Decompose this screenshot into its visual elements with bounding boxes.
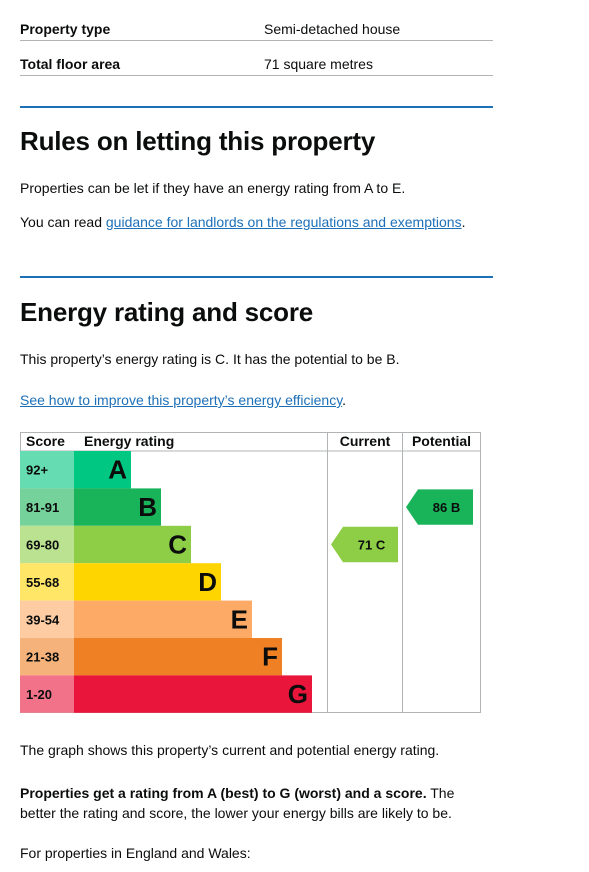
band-bar-d bbox=[74, 563, 221, 601]
band-score-cell bbox=[20, 451, 74, 489]
band-bar-c bbox=[74, 525, 191, 564]
band-bar-e bbox=[74, 600, 252, 638]
improve-paragraph: See how to improve this property’s energ… bbox=[20, 390, 493, 410]
paragraph-text: . bbox=[342, 392, 347, 408]
graph-caption: The graph shows this property’s current … bbox=[20, 742, 440, 758]
band-score-range: 1-20 bbox=[26, 687, 52, 702]
energy-rating-paragraph: This property’s energy rating is C. It h… bbox=[20, 351, 400, 367]
band-score-range: 69-80 bbox=[26, 538, 59, 553]
band-bar-a bbox=[74, 451, 131, 489]
letting-heading: Rules on letting this property bbox=[20, 126, 376, 156]
band-letter: B bbox=[138, 492, 157, 522]
rating-explanation-rest: The better the rating and score, the low… bbox=[20, 785, 455, 821]
band-score-range: 39-54 bbox=[26, 612, 60, 627]
improve-efficiency-link[interactable]: See how to improve this property’s energ… bbox=[20, 392, 343, 408]
band-letter: G bbox=[288, 679, 308, 709]
summary-key: Total floor area bbox=[20, 56, 121, 72]
section-divider bbox=[20, 106, 493, 108]
summary-row-floor-area: Total floor area 71 square metres bbox=[20, 41, 493, 76]
band-letter: A bbox=[108, 455, 127, 485]
rating-explanation-bold: Properties get a rating from A (best) to… bbox=[20, 785, 427, 801]
summary-value: Semi-detached house bbox=[264, 21, 401, 37]
potential-rating-label: 86 B bbox=[433, 500, 460, 515]
band-score-range: 81-91 bbox=[26, 500, 59, 515]
section-divider bbox=[20, 276, 493, 278]
rating-explanation: Properties get a rating from A (best) to… bbox=[20, 783, 493, 823]
band-letter: D bbox=[198, 567, 217, 597]
band-letter: F bbox=[262, 642, 278, 672]
band-score-cell bbox=[20, 563, 74, 601]
band-bar-f bbox=[74, 638, 282, 676]
header-score: Score bbox=[26, 433, 65, 449]
potential-arrow bbox=[406, 489, 473, 525]
band-letter: E bbox=[231, 604, 248, 634]
summary-row-property-type: Property type Semi-detached house bbox=[20, 6, 493, 41]
energy-heading: Energy rating and score bbox=[20, 297, 314, 327]
header-energy-rating: Energy rating bbox=[84, 433, 174, 449]
band-score-range: 92+ bbox=[26, 463, 48, 478]
current-rating-label: 71 C bbox=[358, 538, 386, 553]
band-score-cell bbox=[20, 600, 74, 638]
band-score-cell bbox=[20, 525, 74, 564]
band-score-cell bbox=[20, 488, 74, 526]
summary-value: 71 square metres bbox=[264, 56, 373, 72]
paragraph-text: You can read bbox=[20, 214, 106, 230]
band-bar-b bbox=[74, 488, 161, 526]
band-letter: C bbox=[168, 530, 187, 560]
header-current: Current bbox=[340, 433, 391, 449]
band-score-cell bbox=[20, 675, 74, 713]
energy-rating-chart: Score Energy rating Current Potential 92+ A 81… bbox=[20, 432, 481, 713]
current-arrow bbox=[331, 526, 398, 563]
england-wales-text: For properties in England and Wales: bbox=[20, 845, 251, 861]
band-score-range: 21-38 bbox=[26, 650, 59, 665]
landlord-guidance-link[interactable]: guidance for landlords on the regulation… bbox=[105, 214, 462, 230]
paragraph-text: . bbox=[461, 214, 466, 230]
letting-paragraph: Properties can be let if they have an en… bbox=[20, 180, 406, 196]
band-score-range: 55-68 bbox=[26, 575, 59, 590]
summary-key: Property type bbox=[20, 21, 111, 37]
band-score-cell bbox=[20, 638, 74, 676]
header-potential: Potential bbox=[412, 433, 471, 449]
letting-guidance-paragraph: You can read guidance for landlords on t… bbox=[20, 212, 493, 232]
band-bar-g bbox=[74, 675, 312, 713]
